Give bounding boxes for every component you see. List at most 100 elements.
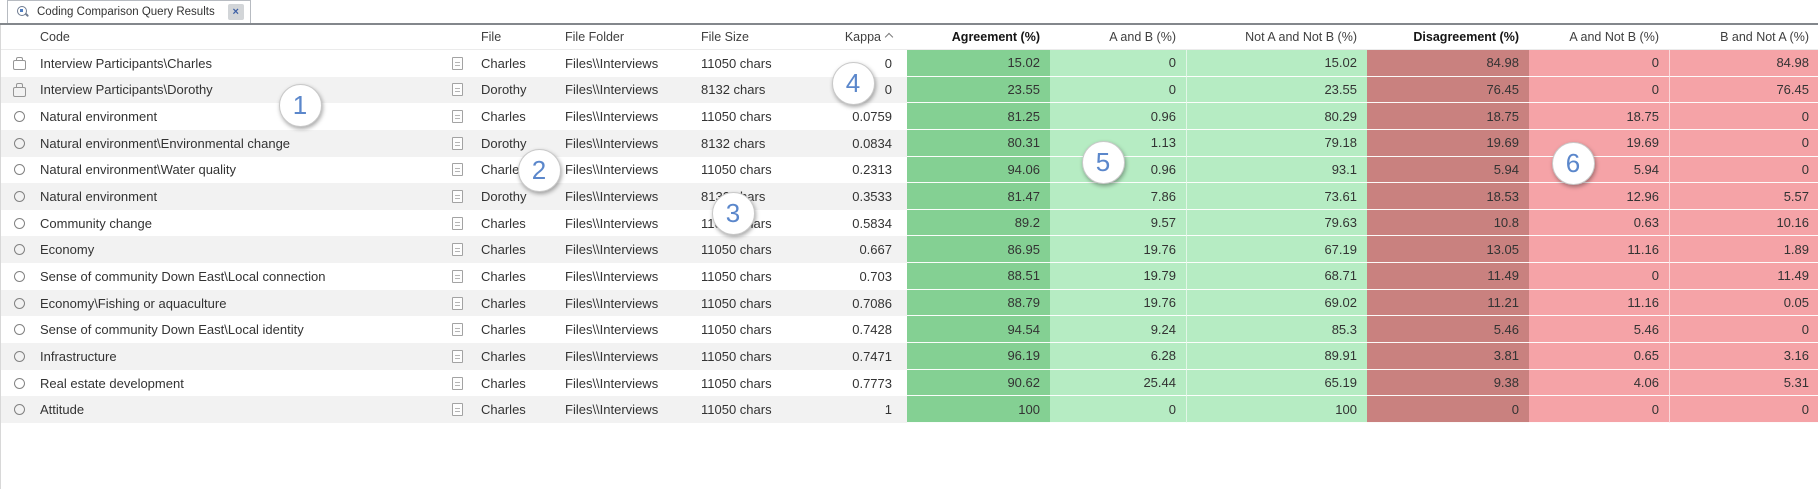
- document-icon: [451, 269, 463, 283]
- kappa-cell: 0.5834: [852, 215, 892, 231]
- document-icon: [451, 83, 463, 97]
- disagreement-cell: 5.46: [1367, 316, 1529, 344]
- item-type-cell: [1, 289, 37, 317]
- table-row[interactable]: Sense of community Down East\Local conne…: [1, 263, 1818, 290]
- column-header-code[interactable]: Code: [40, 30, 70, 44]
- not-a-and-not-b-cell: 69.02: [1186, 289, 1367, 317]
- document-icon: [451, 110, 463, 124]
- column-header-not-a-and-not-b[interactable]: Not A and Not B (%): [1245, 30, 1357, 44]
- column-header-a-and-b[interactable]: A and B (%): [1109, 30, 1176, 44]
- file-folder-cell: Files\\Interviews: [565, 109, 659, 125]
- a-and-b-cell: 0.96: [1050, 103, 1186, 130]
- not-a-and-not-b-cell: 100: [1186, 396, 1367, 423]
- file-size-cell: 11050 chars: [701, 375, 772, 391]
- file-size-cell: 11050 chars: [693, 236, 793, 264]
- item-type-cell: [1, 210, 37, 237]
- b-and-not-a-cell: 76.45: [1669, 76, 1818, 104]
- agreement-cell: 88.51: [907, 263, 1050, 290]
- table-row[interactable]: Natural environment\Environmental change…: [1, 129, 1818, 157]
- file-folder-cell: Files\\Interviews: [565, 375, 659, 391]
- not-a-and-not-b-cell: 80.29: [1186, 103, 1367, 130]
- table-row[interactable]: Infrastructure Charles Files\\Interviews…: [1, 343, 1818, 370]
- code-cell: Interview Participants\Dorothy: [37, 76, 441, 104]
- table-row[interactable]: Interview Participants\Dorothy Dorothy F…: [1, 76, 1818, 104]
- b-and-not-a-cell: 3.16: [1669, 343, 1818, 370]
- table-row[interactable]: Economy Charles Files\\Interviews 11050 …: [1, 236, 1818, 264]
- table-row[interactable]: Real estate development Charles Files\\I…: [1, 369, 1818, 397]
- file-cell: Charles: [481, 322, 526, 338]
- tab-title: Coding Comparison Query Results: [37, 6, 215, 18]
- column-header-a-and-not-b[interactable]: A and Not B (%): [1569, 30, 1659, 44]
- code-cell: Economy\Fishing or aquaculture: [37, 289, 441, 317]
- agreement-cell: 100: [907, 396, 1050, 423]
- a-and-b-cell: 0: [1050, 396, 1186, 423]
- table-row[interactable]: Interview Participants\Charles Charles F…: [1, 50, 1818, 77]
- file-size-cell: 11050 chars: [693, 289, 793, 317]
- table-row[interactable]: Community change Charles Files\\Intervie…: [1, 209, 1818, 237]
- code-circle-icon: [13, 270, 25, 282]
- kappa-cell: 0: [884, 55, 892, 71]
- column-header-kappa[interactable]: Kappa: [793, 25, 907, 49]
- tab-coding-comparison-query-results[interactable]: Coding Comparison Query Results ×: [7, 0, 251, 23]
- tab-strip: Coding Comparison Query Results ×: [0, 0, 1818, 25]
- not-a-and-not-b-cell: 85.3: [1186, 316, 1367, 344]
- a-and-not-b-cell: 11.16: [1529, 289, 1669, 317]
- a-and-not-b-cell: 0: [1529, 263, 1669, 290]
- disagreement-cell: 5.94: [1367, 156, 1529, 184]
- disagreement-cell: 3.81: [1367, 343, 1529, 370]
- kappa-cell: 0.7428: [852, 322, 892, 338]
- file-size-cell: 11050 chars: [701, 268, 772, 284]
- not-a-and-not-b-cell: 73.61: [1186, 183, 1367, 210]
- b-and-not-a-cell: 1.89: [1669, 236, 1818, 264]
- table-row[interactable]: Natural environment\Water quality Charle…: [1, 156, 1818, 184]
- item-type-cell: [1, 263, 37, 290]
- document-icon: [451, 403, 463, 417]
- code-cell: Sense of community Down East\Local ident…: [40, 322, 304, 338]
- column-header-file-folder[interactable]: File Folder: [565, 30, 625, 44]
- file-icon-cell: [441, 289, 473, 317]
- agreement-cell: 23.55: [907, 76, 1050, 104]
- table-row[interactable]: Sense of community Down East\Local ident…: [1, 316, 1818, 344]
- a-and-not-b-cell: 5.46: [1529, 316, 1669, 344]
- kappa-cell: 1: [793, 396, 907, 423]
- tab-close-button[interactable]: ×: [227, 4, 244, 20]
- not-a-and-not-b-cell: 93.1: [1186, 156, 1367, 184]
- code-circle-icon: [13, 350, 25, 362]
- table-row[interactable]: Natural environment Charles Files\\Inter…: [1, 103, 1818, 130]
- table-row[interactable]: Natural environment Dorothy Files\\Inter…: [1, 183, 1818, 210]
- column-header-b-and-not-a[interactable]: B and Not A (%): [1720, 30, 1809, 44]
- kappa-cell: 0.667: [793, 236, 907, 264]
- code-cell: Natural environment: [37, 183, 441, 210]
- code-circle-icon: [13, 244, 25, 256]
- file-icon-cell: [441, 343, 473, 370]
- table-row[interactable]: Economy\Fishing or aquaculture Charles F…: [1, 289, 1818, 317]
- b-and-not-a-cell: 0.05: [1669, 289, 1818, 317]
- item-type-cell: [1, 103, 37, 130]
- disagreement-cell: 11.49: [1367, 263, 1529, 290]
- a-and-b-cell: 7.86: [1050, 183, 1186, 210]
- column-header-disagreement[interactable]: Disagreement (%): [1413, 30, 1519, 44]
- a-and-b-cell: 0: [1050, 50, 1186, 77]
- file-icon-cell: [441, 103, 473, 130]
- code-cell: Economy: [37, 236, 441, 264]
- agreement-cell: 86.95: [907, 236, 1050, 264]
- column-header-agreement[interactable]: Agreement (%): [951, 30, 1040, 44]
- not-a-and-not-b-cell: 65.19: [1186, 369, 1367, 397]
- a-and-b-cell: 0: [1050, 76, 1186, 104]
- a-and-b-cell: 25.44: [1050, 369, 1186, 397]
- kappa-cell: 0.7086: [793, 289, 907, 317]
- kappa-cell: 0.0834: [793, 129, 907, 157]
- agreement-cell: 96.19: [907, 343, 1050, 370]
- agreement-cell: 94.54: [907, 316, 1050, 344]
- table-row[interactable]: Attitude Charles Files\\Interviews 11050…: [1, 396, 1818, 423]
- file-icon-cell: [441, 129, 473, 157]
- file-folder-cell: Files\\Interviews: [557, 236, 693, 264]
- disagreement-cell: 76.45: [1367, 76, 1529, 104]
- a-and-b-cell: 1.13: [1050, 129, 1186, 157]
- file-icon-cell: [441, 316, 473, 343]
- code-circle-icon: [13, 377, 25, 389]
- a-and-not-b-cell: 12.96: [1529, 183, 1669, 210]
- column-header-file-size[interactable]: File Size: [701, 30, 749, 44]
- column-header-file[interactable]: File: [481, 30, 502, 44]
- not-a-and-not-b-cell: 67.19: [1186, 236, 1367, 264]
